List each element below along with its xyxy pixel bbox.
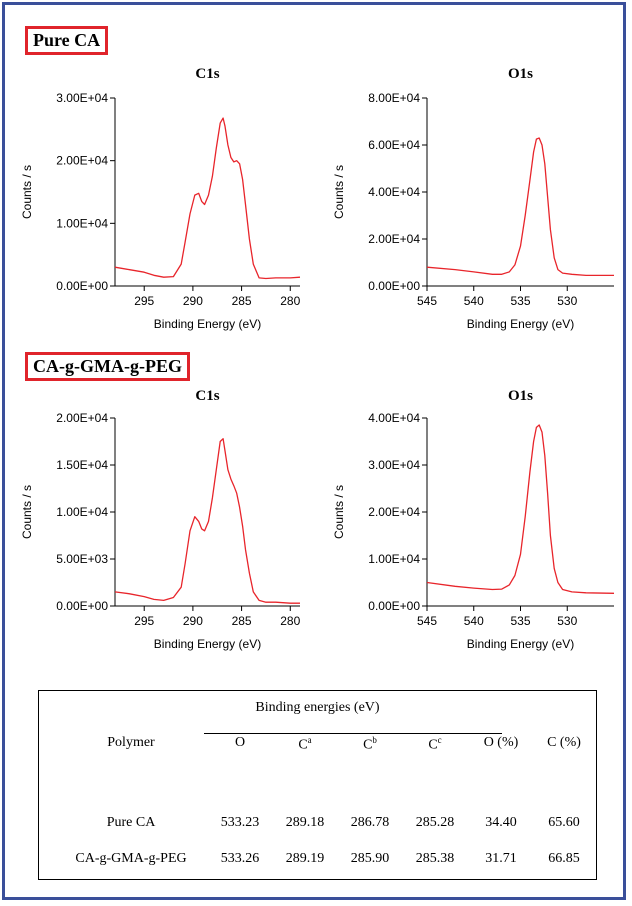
chart-2-x-tick-label: 285 xyxy=(232,614,252,628)
chart-3-x-tick-label: 545 xyxy=(417,614,437,628)
column-header-superscript: c xyxy=(437,735,442,745)
chart-0-x-tick-label: 280 xyxy=(280,294,300,308)
table-cell: 31.71 xyxy=(485,851,517,866)
chart-3-y-tick-label: 2.00E+04 xyxy=(368,505,420,519)
chart-0-x-axis-label: Binding Energy (eV) xyxy=(154,317,261,331)
chart-0-y-axis-label: Counts / s xyxy=(20,165,34,219)
chart-0-series-line xyxy=(114,117,301,280)
chart-0-x-tick-label: 295 xyxy=(134,294,154,308)
chart-1-y-tick-label: 2.00E+04 xyxy=(368,232,420,246)
chart-3-y-tick-label: 1.00E+04 xyxy=(368,552,420,566)
chart-2-y-tick-label: 1.50E+04 xyxy=(56,458,108,472)
table-cell: 285.90 xyxy=(350,851,390,866)
table-row-polymer-name: CA-g-GMA-g-PEG xyxy=(75,851,187,866)
chart-3-y-tick-label: 4.00E+04 xyxy=(368,411,420,425)
chart-0-y-tick-label: 2.00E+04 xyxy=(56,154,108,168)
table-cell: 533.23 xyxy=(220,815,260,830)
chart-1-x-tick-label: 535 xyxy=(510,294,530,308)
chart-2-y-axis-label: Counts / s xyxy=(20,485,34,539)
chart-3-y-tick-label: 3.00E+04 xyxy=(368,458,420,472)
column-header-superscript: b xyxy=(372,735,377,745)
chart-2-y-tick-label: 1.00E+04 xyxy=(56,505,108,519)
binding-energy-table: Binding energies (eV) Polymer O Ca Cb Cc O (%… xyxy=(38,690,597,880)
chart-2-series-line xyxy=(114,438,300,604)
chart-1-title: O1s xyxy=(508,66,533,82)
table-cell: 533.26 xyxy=(220,851,260,866)
chart-0-y-tick-label: 0.00E+00 xyxy=(56,279,108,293)
table-group-rule xyxy=(204,733,502,734)
column-header-text: O xyxy=(234,735,246,750)
chart-0-y-tick-label: 3.00E+04 xyxy=(56,91,108,105)
table-cell: 289.18 xyxy=(285,815,325,830)
section-title-pure-ca: Pure CA xyxy=(25,26,109,55)
chart-2-x-axis-label: Binding Energy (eV) xyxy=(154,637,261,651)
chart-2-y-tick-label: 2.00E+04 xyxy=(56,411,108,425)
chart-2-x-tick-label: 290 xyxy=(183,614,203,628)
chart-1-y-tick-label: 6.00E+04 xyxy=(368,138,420,152)
table-column-header: Cc xyxy=(355,735,515,754)
table-cell: 285.38 xyxy=(415,851,455,866)
table-cell: 285.28 xyxy=(415,815,455,830)
column-header-text: C xyxy=(428,737,438,753)
chart-3-x-tick-label: 535 xyxy=(510,614,530,628)
table-cell: 286.78 xyxy=(350,815,390,830)
chart-2-x-tick-label: 280 xyxy=(280,614,300,628)
column-header-text: C (%) xyxy=(547,735,581,750)
column-header-text: C xyxy=(363,737,373,753)
chart-0-x-tick-label: 285 xyxy=(232,294,252,308)
chart-3-x-tick-label: 530 xyxy=(557,614,577,628)
chart-3-x-tick-label: 540 xyxy=(464,614,484,628)
chart-1-x-tick-label: 545 xyxy=(417,294,437,308)
table-cell: 289.19 xyxy=(285,851,325,866)
table-column-header: C (%) xyxy=(484,735,632,751)
chart-2-title: C1s xyxy=(195,388,219,404)
column-header-text: C xyxy=(298,737,308,753)
chart-2-y-tick-label: 5.00E+03 xyxy=(56,552,108,566)
chart-0-x-tick-label: 290 xyxy=(183,294,203,308)
column-header-text: O (%) xyxy=(483,735,519,750)
figure-frame xyxy=(2,2,626,900)
chart-3-y-tick-label: 0.00E+00 xyxy=(368,599,420,613)
chart-1-x-axis-label: Binding Energy (eV) xyxy=(467,317,574,331)
chart-2-x-tick-label: 295 xyxy=(134,614,154,628)
chart-1-y-tick-label: 4.00E+04 xyxy=(368,185,420,199)
section-title-ca-g-gma-g-peg: CA-g-GMA-g-PEG xyxy=(25,352,190,381)
chart-1-x-tick-label: 540 xyxy=(464,294,484,308)
table-column-header: Ca xyxy=(225,735,385,754)
table-column-header: O xyxy=(160,735,320,751)
column-header-superscript: a xyxy=(307,735,312,745)
table-group-header: Binding energies (eV) xyxy=(255,700,380,715)
table-column-header: Polymer xyxy=(51,735,211,751)
table-row-polymer-name: Pure CA xyxy=(106,815,156,830)
table-cell: 34.40 xyxy=(485,815,517,830)
chart-2-y-tick-label: 0.00E+00 xyxy=(56,599,108,613)
chart-1-y-axis-label: Counts / s xyxy=(332,165,346,219)
chart-1-x-tick-label: 530 xyxy=(557,294,577,308)
chart-1-y-tick-label: 0.00E+00 xyxy=(368,279,420,293)
chart-0-title: C1s xyxy=(195,66,219,82)
table-cell: 66.85 xyxy=(548,851,580,866)
table-column-header: Cb xyxy=(290,735,450,754)
chart-0-y-tick-label: 1.00E+04 xyxy=(56,216,108,230)
chart-3-series-line xyxy=(426,424,615,594)
column-header-text: Polymer xyxy=(107,735,155,750)
table-column-header: O (%) xyxy=(421,735,581,751)
chart-3-y-axis-label: Counts / s xyxy=(332,485,346,539)
chart-3-title: O1s xyxy=(508,388,533,404)
chart-1-y-tick-label: 8.00E+04 xyxy=(368,91,420,105)
table-cell: 65.60 xyxy=(548,815,580,830)
chart-3-x-axis-label: Binding Energy (eV) xyxy=(467,637,574,651)
chart-1-series-line xyxy=(426,137,614,277)
